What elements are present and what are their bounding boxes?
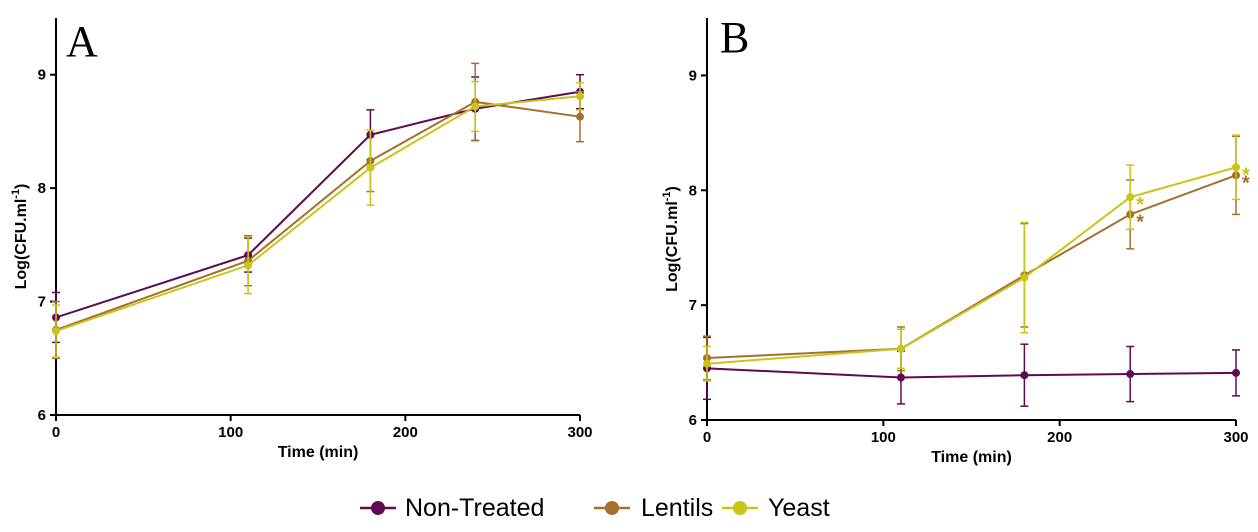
y-tick-label: 9	[689, 67, 697, 84]
series-line	[706, 166, 1237, 365]
data-point	[52, 327, 60, 336]
legend-item-lentils: Lentils	[594, 494, 713, 522]
x-tick-label: 200	[393, 424, 418, 441]
x-tick-label: 200	[1047, 429, 1072, 446]
y-tick-label: 6	[689, 412, 697, 429]
data-point	[896, 344, 905, 353]
data-point	[1232, 368, 1240, 377]
x-axis-title: Time (min)	[278, 444, 359, 461]
series-line	[55, 95, 581, 333]
series-yeast	[52, 80, 584, 358]
panel-label: A	[66, 17, 98, 66]
data-point	[1020, 371, 1029, 380]
panel-a: A 0 100 200 300 6 7 8 9 Time (min) Log(CFU.ml-1)	[10, 17, 593, 461]
legend-swatch-marker	[371, 501, 385, 515]
data-point	[703, 359, 711, 368]
series-line	[706, 367, 1237, 379]
y-tick-label: 8	[38, 180, 46, 197]
significance-star: *	[1136, 211, 1144, 233]
series-line	[55, 100, 581, 331]
x-tick-label: 100	[218, 424, 243, 441]
significance-star: *	[1242, 172, 1250, 194]
y-tick-label: 6	[38, 407, 46, 424]
data-point	[896, 373, 905, 382]
y-axis-title: Log(CFU.ml-1)	[661, 186, 681, 292]
data-point	[244, 261, 253, 270]
legend-item-yeast: Yeast	[722, 494, 830, 522]
y-tick-label: 7	[689, 297, 697, 314]
data-point	[471, 102, 480, 111]
x-axis-title: Time (min)	[931, 449, 1012, 466]
data-point	[366, 163, 375, 172]
panel-label: B	[720, 13, 749, 62]
legend-label: Lentils	[641, 494, 713, 522]
x-tick-label: 0	[703, 429, 711, 446]
significance-star: *	[1242, 164, 1250, 186]
data-point	[576, 112, 584, 121]
series-lentils	[703, 135, 1240, 381]
legend-label: Yeast	[768, 494, 830, 522]
y-tick-label: 7	[38, 294, 46, 311]
series-yeast	[703, 134, 1240, 382]
data-point	[1232, 163, 1240, 172]
significance-star: *	[1136, 194, 1144, 216]
y-tick-label: 8	[689, 182, 697, 199]
y-axis-title: Log(CFU.ml-1)	[10, 184, 30, 290]
x-tick-label: 0	[52, 424, 60, 441]
legend: Non-Treated Lentils Yeast	[360, 494, 830, 522]
series-lentils	[52, 62, 584, 360]
data-point	[1126, 370, 1135, 379]
series-non-treated	[703, 336, 1240, 407]
data-point	[1126, 193, 1135, 202]
x-tick-label: 300	[1223, 429, 1248, 446]
legend-swatch-marker	[733, 501, 747, 515]
x-tick-label: 300	[567, 424, 592, 441]
x-tick-label: 100	[871, 429, 896, 446]
data-point	[1020, 273, 1029, 282]
legend-item-non-treated: Non-Treated	[360, 494, 544, 522]
data-point	[576, 92, 584, 101]
legend-label: Non-Treated	[405, 494, 544, 522]
y-tick-label: 9	[38, 67, 46, 84]
series-line	[706, 174, 1237, 359]
legend-swatch-marker	[605, 501, 619, 515]
